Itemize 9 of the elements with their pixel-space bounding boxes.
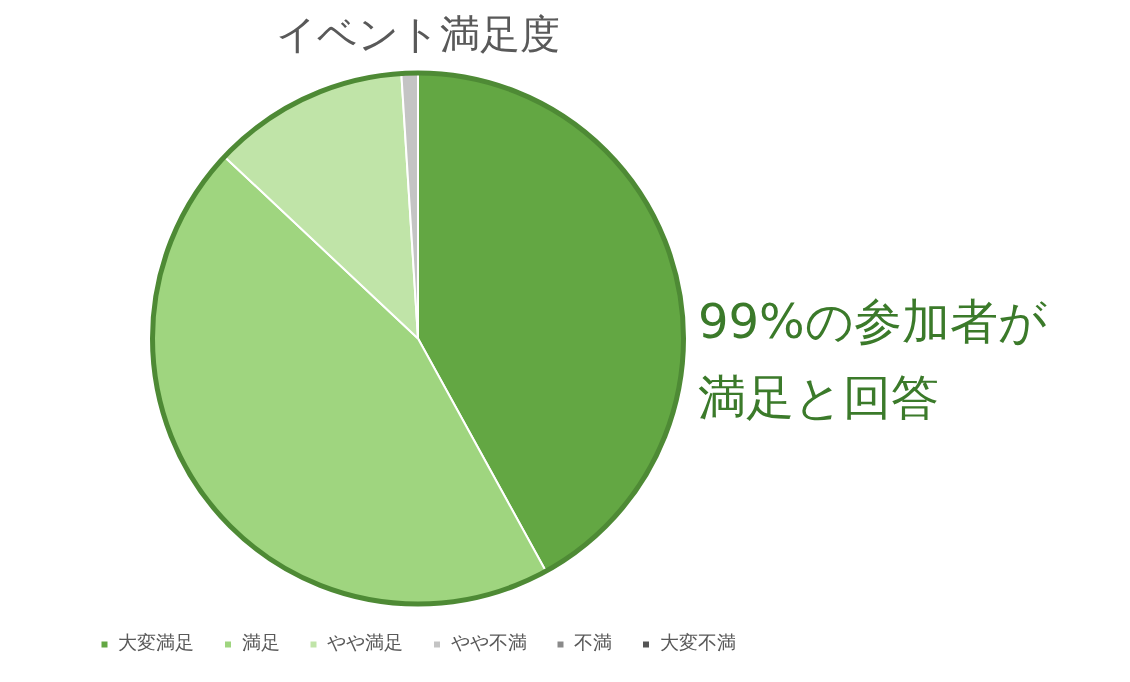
chart-title: イベント満足度 <box>276 11 560 58</box>
legend-label: 満足 <box>241 631 280 654</box>
legend-label: やや満足 <box>327 631 403 654</box>
legend-label: 大変満足 <box>118 631 194 654</box>
text: 99%の参加者が <box>698 292 1047 351</box>
legend-label: 大変不満 <box>659 631 736 654</box>
legend-label: 不満 <box>574 631 612 654</box>
legend-label: やや不満 <box>450 631 527 654</box>
text: 満足と回答 <box>698 368 940 427</box>
